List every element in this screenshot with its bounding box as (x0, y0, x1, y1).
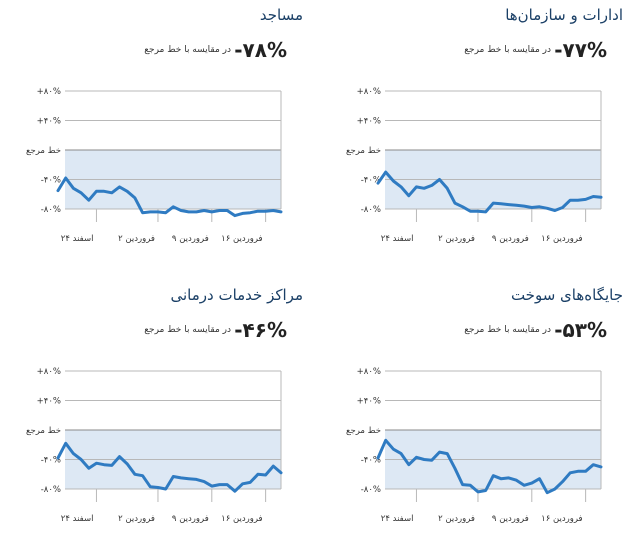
y-tick-label: +۸۰% (357, 367, 381, 377)
comparison-label: در مقایسه با خط مرجع (464, 325, 551, 335)
x-tick-label: ۱۶ فروردین (221, 514, 262, 524)
x-tick-label: ۲۴ اسفند (381, 234, 414, 244)
y-tick-label: +۴۰% (357, 117, 381, 127)
y-tick-label: +۸۰% (37, 367, 61, 377)
y-tick-label: +۴۰% (37, 117, 61, 127)
y-tick-label: -۴۰% (41, 456, 61, 466)
series-line (56, 441, 283, 493)
chart-title: مساجد (259, 6, 303, 24)
y-tick-label: خط مرجع (26, 426, 61, 436)
line-chart-fuel-stations: +۸۰% +۴۰% خط مرجع -۴۰% -۸۰% ۲۴ اسفند ۲ فروردین… (346, 367, 603, 524)
x-tick-label: ۲ فروردین (438, 234, 475, 244)
y-tick-label: -۴۰% (361, 456, 381, 466)
line-chart-medical-centers: +۸۰% +۴۰% خط مرجع -۴۰% -۸۰% ۲۴ اسفند ۲ فروردین… (26, 367, 283, 524)
line-chart-mosques: +۸۰% +۴۰% خط مرجع -۴۰% -۸۰% ۲۴ اسفند ۲ فروردین… (26, 87, 283, 244)
x-tick-label: ۲ فروردین (118, 234, 155, 244)
comparison-label: در مقایسه با خط مرجع (144, 45, 231, 55)
y-tick-label: +۴۰% (37, 397, 61, 407)
change-percent: -۷۷% (554, 38, 607, 62)
series-line (56, 176, 283, 218)
x-tick-label: ۱۶ فروردین (541, 514, 582, 524)
x-tick-label: ۹ فروردین (172, 234, 209, 244)
series-line (376, 438, 603, 495)
x-tick-label: ۱۶ فروردین (541, 234, 582, 244)
chart-panel-fuel-stations: جایگاه‌های سوخت -۵۳% در مقایسه با خط مرج… (328, 280, 633, 545)
chart-panel-mosques: مساجد -۷۸% در مقایسه با خط مرجع +۸۰% +۴۰%… (8, 0, 313, 265)
comparison-label: در مقایسه با خط مرجع (464, 45, 551, 55)
chart-panel-offices: ادارات و سازمان‌ها -۷۷% در مقایسه با خط … (328, 0, 633, 265)
y-tick-label: -۸۰% (361, 485, 381, 495)
chart-title: جایگاه‌های سوخت (510, 286, 623, 304)
change-percent: -۷۸% (234, 38, 287, 62)
y-tick-label: -۴۰% (361, 176, 381, 186)
comparison-label: در مقایسه با خط مرجع (144, 325, 231, 335)
y-tick-label: -۸۰% (41, 205, 61, 215)
y-tick-label: +۸۰% (37, 87, 61, 97)
x-tick-label: ۹ فروردین (172, 514, 209, 524)
y-tick-label: خط مرجع (346, 426, 381, 436)
chart-panel-medical-centers: مراکز خدمات درمانی -۴۶% در مقایسه با خط … (8, 280, 313, 545)
series-line (376, 170, 603, 214)
x-tick-label: ۹ فروردین (492, 234, 529, 244)
y-tick-label: -۸۰% (41, 485, 61, 495)
x-tick-label: ۲ فروردین (438, 514, 475, 524)
y-tick-label: خط مرجع (346, 146, 381, 156)
line-chart-offices: +۸۰% +۴۰% خط مرجع -۴۰% -۸۰% ۲۴ اسفند ۲ فروردین… (346, 87, 603, 244)
x-tick-label: ۲۴ اسفند (61, 234, 94, 244)
change-percent: -۴۶% (234, 318, 287, 342)
y-tick-label: -۴۰% (41, 176, 61, 186)
x-tick-label: ۲۴ اسفند (61, 514, 94, 524)
y-tick-label: -۸۰% (361, 205, 381, 215)
chart-title: مراکز خدمات درمانی (170, 286, 303, 304)
change-percent: -۵۳% (554, 318, 607, 342)
y-tick-label: +۴۰% (357, 397, 381, 407)
x-tick-label: ۹ فروردین (492, 514, 529, 524)
x-tick-label: ۱۶ فروردین (221, 234, 262, 244)
x-tick-label: ۲ فروردین (118, 514, 155, 524)
chart-title: ادارات و سازمان‌ها (505, 6, 623, 24)
y-tick-label: +۸۰% (357, 87, 381, 97)
y-tick-label: خط مرجع (26, 146, 61, 156)
x-tick-label: ۲۴ اسفند (381, 514, 414, 524)
